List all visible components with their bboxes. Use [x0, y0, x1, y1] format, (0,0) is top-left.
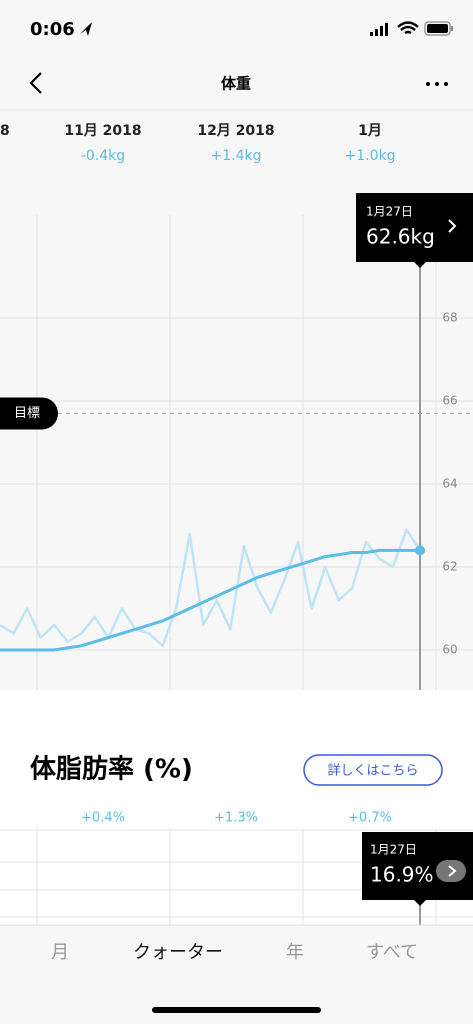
goal-label: 目標 — [14, 406, 40, 421]
tab[interactable]: クォーター — [133, 942, 223, 963]
back-button[interactable] — [29, 72, 42, 94]
tooltip-value: 62.6kg — [366, 225, 435, 249]
tooltip-pointer — [414, 262, 426, 268]
weight-chart: 60 62 64 66 68 目標 1月27日 62.6kg — [0, 193, 473, 690]
nav-title: 体重 — [221, 75, 251, 93]
signal-icon — [370, 23, 388, 36]
section-title: 体脂肪率 (%) — [30, 755, 193, 785]
tooltip-date: 1月27日 — [366, 205, 413, 219]
period-label: 11月 2018 — [64, 123, 141, 139]
period-change: +1.3% — [214, 811, 258, 826]
period-change: -0.4kg — [81, 148, 125, 164]
y-tick-label: 68 — [442, 311, 457, 325]
period-change: +0.7% — [348, 811, 392, 826]
top-bar-bg — [0, 0, 473, 110]
tab[interactable]: すべて — [366, 942, 418, 963]
period-change: +0.4% — [81, 811, 125, 826]
body-fat-tooltip: 1月27日 16.9% — [362, 832, 473, 906]
wifi-icon — [397, 21, 419, 35]
period-label: 12月 2018 — [197, 123, 274, 139]
battery-icon — [424, 21, 453, 36]
tab[interactable]: 年 — [286, 942, 304, 963]
tab[interactable]: 月 — [51, 942, 69, 963]
tooltip-date: 1月27日 — [370, 843, 417, 857]
series-line — [0, 528, 422, 648]
more-button[interactable] — [426, 82, 448, 86]
status-time: 0:06 — [30, 19, 75, 40]
series-line — [0, 548, 420, 652]
period-change: +1.4kg — [211, 148, 262, 164]
location-icon — [80, 22, 92, 36]
period-label: 1月 — [358, 123, 382, 139]
details-button[interactable] — [303, 754, 443, 786]
tooltip-value: 16.9% — [370, 863, 434, 887]
current-point — [415, 545, 425, 556]
period-change: +1.0kg — [345, 148, 396, 164]
home-indicator — [152, 1007, 321, 1013]
y-tick-label: 60 — [442, 643, 457, 657]
period-label: 8 — [0, 123, 10, 139]
tooltip-chevron — [448, 219, 457, 233]
details-button-label: 詳しくはこちら — [327, 763, 418, 779]
goal-pill — [0, 397, 58, 430]
y-tick-label: 64 — [442, 477, 457, 491]
y-tick-label: 62 — [442, 560, 457, 574]
y-tick-label: 66 — [442, 394, 457, 408]
